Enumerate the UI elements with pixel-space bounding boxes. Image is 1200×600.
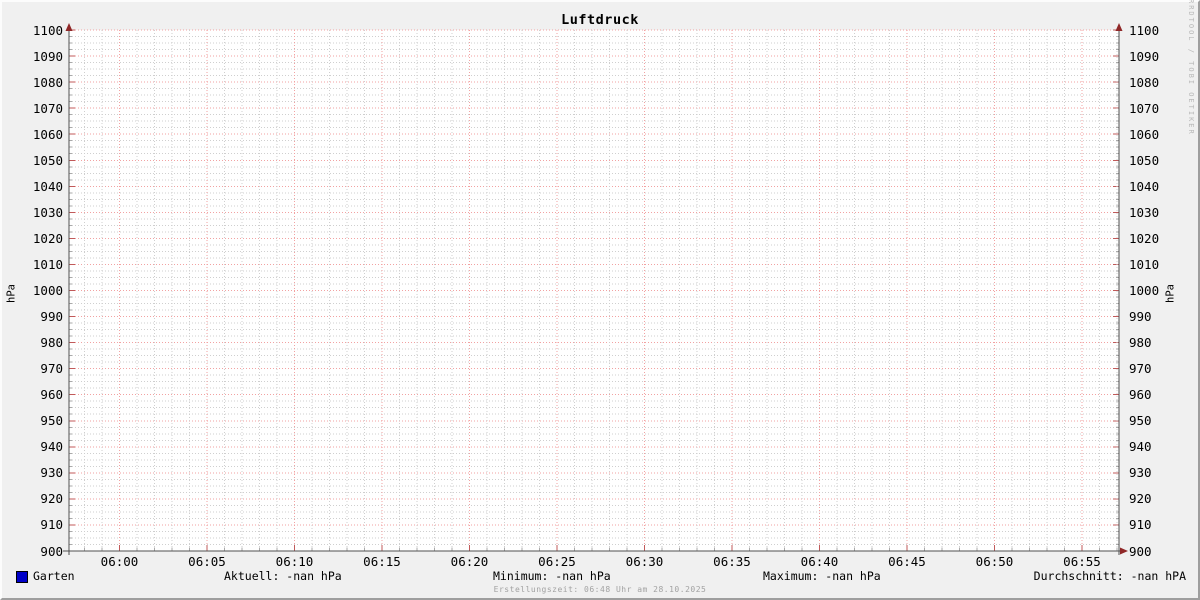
y-axis-tick-label-left: 1020 — [32, 230, 63, 246]
x-axis-tick-label: 06:40 — [800, 554, 839, 569]
y-axis-tick-label-left: 980 — [40, 335, 63, 351]
y-axis-tick-label-right: 940 — [1129, 439, 1152, 455]
y-axis-tick-label-right: 1090 — [1129, 48, 1160, 64]
y-axis-tick-label-left: 1010 — [32, 256, 63, 272]
y-axis-tick-label-right: 950 — [1129, 413, 1152, 429]
y-axis-tick-label-right: 1080 — [1129, 74, 1160, 90]
x-axis-tick-label: 06:20 — [450, 554, 489, 569]
y-axis-tick-label-right: 1100 — [1129, 22, 1160, 38]
x-axis-tick-label: 06:10 — [275, 554, 314, 569]
legend-series-label: Garten — [33, 569, 75, 583]
y-axis-tick-label-left: 950 — [40, 413, 63, 429]
y-axis-tick-label-right: 970 — [1129, 361, 1152, 377]
y-axis-tick-label-left: 900 — [40, 543, 63, 559]
y-axis-tick-label-left: 1090 — [32, 48, 63, 64]
plot-canvas — [69, 30, 1119, 551]
x-axis-tick-label: 06:45 — [888, 554, 926, 569]
x-axis-tick-label: 06:15 — [363, 554, 401, 569]
y-axis-tick-label-left: 1000 — [32, 283, 63, 298]
y-axis-tick-label-right: 960 — [1129, 387, 1152, 403]
x-axis-tick-label: 06:35 — [713, 554, 751, 569]
y-axis-tick-label-left: 1050 — [32, 152, 63, 168]
y-axis-tick-label-right: 900 — [1129, 543, 1152, 559]
y-axis-tick-label-left: 910 — [40, 517, 63, 533]
y-axis-tick-label-right: 920 — [1129, 491, 1152, 507]
x-axis-tick-label: 06:30 — [625, 554, 664, 569]
y-axis-tick-label-left: 930 — [40, 465, 63, 481]
y-axis-tick-label-right: 1060 — [1129, 126, 1160, 142]
y-axis-tick-label-right: 1040 — [1129, 178, 1160, 194]
y-axis-tick-label-left: 1070 — [32, 100, 63, 116]
x-axis-tick-label: 06:00 — [100, 554, 139, 569]
y-axis-tick-label-left: 940 — [40, 439, 63, 455]
y-axis-tick-label-left: 920 — [40, 491, 63, 507]
y-axis-tick-label-right: 1010 — [1129, 256, 1160, 272]
y-axis-tick-label-left: 990 — [40, 309, 63, 325]
legend-swatch-garten — [16, 571, 28, 583]
y-axis-tick-label-right: 1020 — [1129, 230, 1160, 246]
y-axis-tick-label-right: 1030 — [1129, 204, 1160, 220]
y-axis-tick-label-right: 980 — [1129, 335, 1152, 351]
creation-timestamp: Erstellungszeit: 06:48 Uhr am 28.10.2025 — [493, 585, 707, 594]
x-axis-tick-label: 06:55 — [1063, 554, 1101, 569]
y-axis-tick-label-left: 1030 — [32, 204, 63, 220]
y-axis-tick-label-left: 1040 — [32, 178, 63, 194]
y-axis-tick-label-right: 1050 — [1129, 152, 1160, 168]
stat-minimum: Minimum: -nan hPa — [493, 569, 611, 583]
y-axis-tick-label-right: 910 — [1129, 517, 1152, 533]
y-axis-tick-label-right: 1000 — [1129, 283, 1160, 298]
y-axis-tick-label-left: 1080 — [32, 74, 63, 90]
stat-durchschnitt: Durchschnitt: -nan hPA — [1033, 569, 1186, 583]
chart-title: Luftdruck — [561, 12, 639, 28]
y-axis-tick-label-right: 930 — [1129, 465, 1152, 481]
y-axis-tick-label-right: 1070 — [1129, 100, 1160, 116]
y-axis-tick-label-left: 960 — [40, 387, 63, 403]
x-axis-tick-label: 06:25 — [538, 554, 576, 569]
y-axis-tick-label-right: 990 — [1129, 309, 1152, 325]
stat-aktuell: Aktuell: -nan hPa — [224, 569, 342, 583]
y-axis-tick-label-left: 970 — [40, 361, 63, 377]
stat-maximum: Maximum: -nan hPa — [763, 569, 881, 583]
x-axis-tick-label: 06:05 — [188, 554, 226, 569]
y-axis-tick-label-left: 1100 — [32, 22, 63, 38]
x-axis-tick-label: 06:50 — [975, 554, 1014, 569]
y-axis-tick-label-left: 1060 — [32, 126, 63, 142]
